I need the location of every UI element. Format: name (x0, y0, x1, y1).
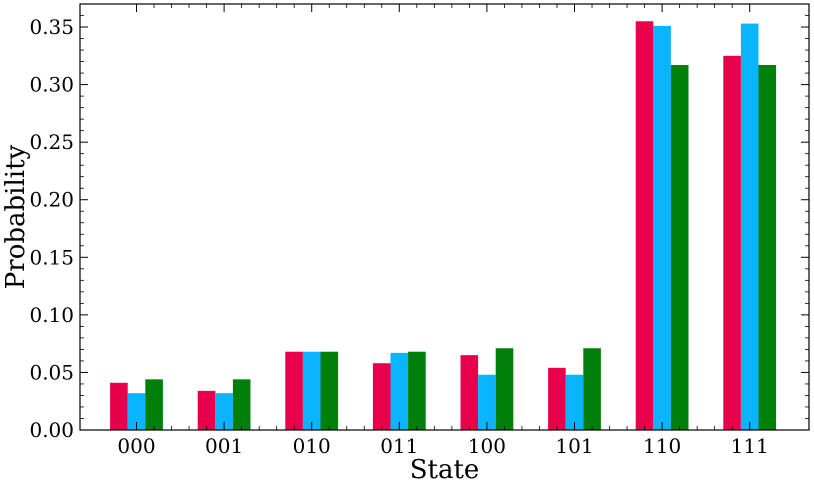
bar-series3-010 (320, 351, 339, 430)
y-tick-label: 0.30 (29, 73, 74, 97)
y-tick-label: 0.20 (29, 188, 74, 212)
y-tick-label: 0.35 (29, 15, 74, 39)
bar-series3-000 (145, 379, 163, 430)
bar-series3-111 (758, 65, 777, 431)
bar-series2-101 (565, 374, 584, 430)
y-tick-label: 0.05 (29, 360, 74, 384)
bar-series2-001 (215, 393, 233, 430)
bar-series1-101 (548, 367, 566, 430)
bar-series2-010 (302, 351, 321, 430)
x-tick-label: 111 (731, 434, 769, 458)
x-tick-label: 001 (205, 434, 243, 458)
bar-series1-001 (197, 390, 216, 430)
y-tick-label: 0.25 (29, 130, 74, 154)
bar-series2-011 (390, 352, 409, 430)
bars-group (110, 21, 777, 431)
bar-series1-100 (460, 355, 479, 430)
bar-series1-111 (723, 55, 741, 431)
bar-series1-000 (110, 382, 128, 430)
x-tick-label: 110 (643, 434, 681, 458)
plot-frame (79, 3, 810, 431)
y-tick-label: 0.10 (29, 303, 74, 327)
y-tick-label: 0.00 (29, 418, 74, 442)
bar-series1-010 (285, 351, 303, 430)
x-tick-label: 010 (293, 434, 331, 458)
x-axis-title: State (410, 455, 480, 485)
bar-series2-111 (740, 23, 759, 430)
x-tick-label: 000 (117, 434, 155, 458)
bar-series3-100 (495, 348, 514, 430)
bar-series3-001 (232, 379, 251, 430)
y-tick-label: 0.15 (29, 245, 74, 269)
bar-series3-110 (670, 65, 689, 431)
x-tick-label: 100 (468, 434, 506, 458)
bar-series3-011 (408, 351, 426, 430)
ticks-group: 000 001 010 011 100 101 110 111 0.00 0.05 0.10 0.15… (29, 4, 809, 458)
bar-series2-110 (653, 25, 671, 430)
y-axis-title: Probability (1, 144, 31, 289)
bar-series2-000 (127, 393, 146, 430)
x-tick-label: 101 (555, 434, 593, 458)
bar-series3-101 (583, 348, 601, 430)
bar-series1-011 (372, 363, 391, 430)
x-tick-label: 011 (380, 434, 418, 458)
bar-series1-110 (635, 21, 654, 431)
bar-series2-100 (478, 374, 496, 430)
